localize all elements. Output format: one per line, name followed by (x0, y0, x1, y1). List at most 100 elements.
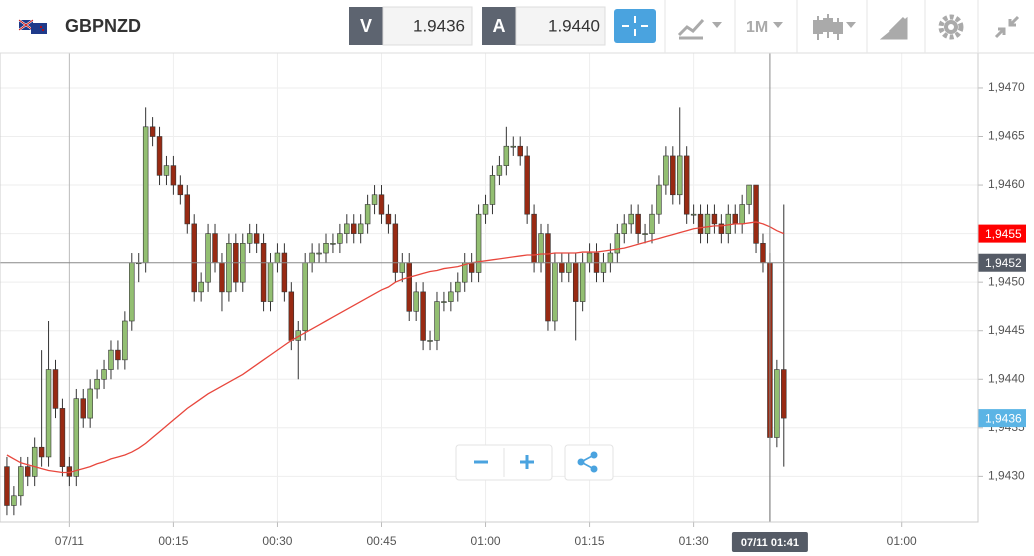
candle-body (572, 262, 579, 302)
candle-body (45, 369, 52, 458)
plot-area (4, 107, 787, 522)
ask-button[interactable] (482, 7, 516, 45)
crosshair-button[interactable] (614, 9, 656, 43)
price-marker-label: 1,9455 (985, 227, 1022, 241)
candle-body (212, 233, 218, 264)
candle-body (274, 252, 281, 264)
candle-body (677, 155, 683, 196)
x-tick-label: 01:15 (575, 534, 605, 548)
timeframe-button[interactable]: 1M (746, 19, 768, 36)
draw-button[interactable] (879, 16, 908, 40)
candle-body (545, 233, 551, 322)
candle-body (392, 223, 399, 273)
candle-body (434, 301, 440, 341)
candle-body (4, 466, 10, 506)
candle-body (621, 223, 627, 234)
collapse-button[interactable] (994, 15, 1020, 39)
bid-label: V (360, 16, 372, 36)
candle-body (87, 388, 93, 419)
x-tick-label: 01:00 (471, 534, 501, 548)
candle-body (670, 155, 676, 196)
ask-label: A (493, 16, 506, 36)
candle-body (441, 301, 447, 303)
candle-body (635, 213, 641, 234)
candle-body (357, 223, 364, 234)
candle-body (475, 213, 482, 273)
flag-icon (18, 19, 47, 34)
x-tick-label: 07/11 (55, 534, 84, 548)
grid: 1,94301,94351,94401,94451,94501,94551,94… (0, 53, 1025, 548)
candle-body (344, 223, 350, 234)
candle-body (420, 291, 426, 341)
share-button[interactable] (577, 451, 598, 473)
candle-body (25, 466, 31, 477)
candle-body (142, 126, 149, 264)
y-tick-label: 1,9460 (988, 177, 1025, 191)
candle-body (316, 252, 322, 255)
time-marker-label: 07/11 01:41 (741, 537, 799, 549)
settings-button[interactable] (938, 14, 964, 40)
x-tick-label: 00:30 (262, 534, 292, 548)
candle-body (399, 262, 406, 273)
x-tick-label: 00:45 (366, 534, 396, 548)
dropdown-caret (773, 22, 783, 28)
bid-price: 1.9436 (413, 16, 465, 35)
candle-body (177, 184, 184, 196)
time-marker (731, 532, 808, 552)
x-tick-label: 01:00 (887, 534, 917, 548)
candle-body (579, 262, 586, 302)
crosshair-icon (622, 16, 648, 36)
candle-body (260, 243, 267, 302)
candle-body (129, 262, 135, 322)
candle-body (371, 194, 378, 205)
candle-body (496, 165, 503, 176)
candle-body (649, 213, 655, 234)
candle-body (205, 233, 211, 283)
candle-body (566, 262, 572, 273)
chart-type-button[interactable] (677, 18, 705, 40)
price-marker (978, 224, 1026, 243)
y-tick-label: 1,9445 (988, 323, 1025, 337)
candle-body (80, 398, 86, 419)
candle-body (697, 213, 704, 234)
candle-body (281, 252, 288, 293)
price-marker-label: 1,9436 (985, 411, 1022, 425)
candle-body (406, 262, 412, 312)
candle-body (690, 213, 697, 216)
x-tick-label: 01:30 (679, 534, 709, 548)
candle-body (628, 213, 634, 225)
candle-body (683, 155, 690, 215)
share-control (564, 444, 614, 481)
candle-body (607, 252, 614, 264)
candle-body (538, 233, 544, 264)
candle-body (246, 233, 253, 244)
candle-body (184, 194, 191, 225)
candle-body (94, 378, 100, 390)
candle-body (760, 243, 766, 264)
y-tick-label: 1,9450 (988, 274, 1025, 288)
candle-body (59, 408, 66, 467)
dropdown-caret (712, 22, 722, 28)
candle-body (600, 262, 607, 273)
candle-body (170, 165, 177, 186)
candle-body (253, 233, 260, 244)
candle-body (149, 126, 156, 137)
candle-body (774, 369, 780, 438)
candle-body (11, 495, 17, 506)
bid-box (382, 6, 473, 46)
zoom-in-button[interactable] (520, 455, 534, 469)
candle-body (586, 252, 593, 264)
candle-body (642, 233, 648, 235)
y-tick-label: 1,9470 (988, 80, 1025, 94)
candle-body (746, 184, 752, 205)
bid-button[interactable] (349, 7, 383, 45)
candle-type-button[interactable] (813, 14, 843, 40)
candle-body (718, 223, 725, 234)
candle-body (482, 204, 489, 215)
candle-body (663, 155, 669, 186)
candle-body (455, 281, 461, 293)
candle-body (156, 136, 163, 176)
candle-body (732, 213, 738, 225)
moving-average (6, 221, 785, 474)
candle-body (163, 165, 170, 176)
